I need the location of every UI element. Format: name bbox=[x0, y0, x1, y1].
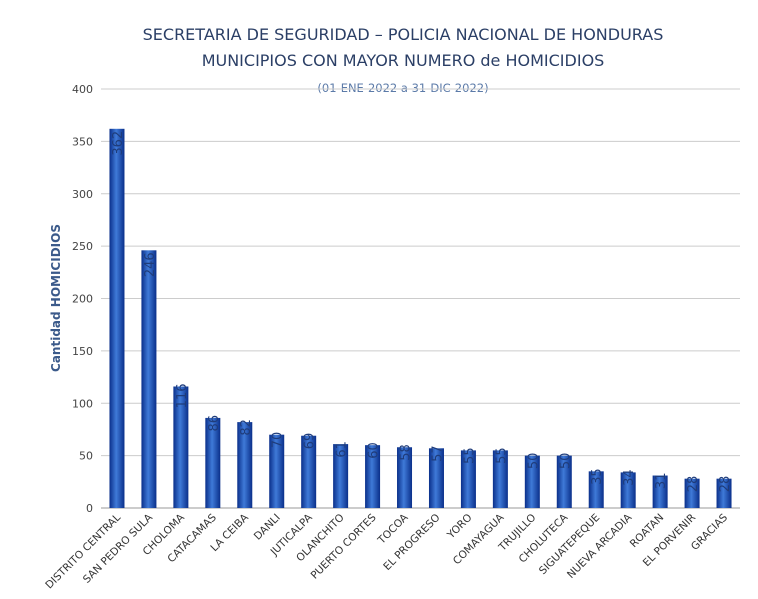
bar bbox=[556, 455, 572, 508]
data-label: 86 bbox=[207, 415, 222, 432]
y-tick-label: 350 bbox=[72, 135, 93, 148]
bar bbox=[237, 422, 253, 508]
y-tick-label: 200 bbox=[72, 293, 93, 306]
chart-title-line-2: MUNICIPIOS CON MAYOR NUMERO de HOMICIDIO… bbox=[202, 51, 605, 70]
data-label: 60 bbox=[367, 442, 382, 459]
y-axis-ticks: 0 50 100 150 200 250 300 350 400 bbox=[72, 83, 93, 515]
data-label: 116 bbox=[175, 383, 190, 408]
bar bbox=[141, 250, 157, 508]
bar bbox=[205, 417, 221, 508]
data-label: 55 bbox=[494, 447, 509, 464]
bar bbox=[652, 475, 668, 508]
chart-title-line-1: SECRETARIA DE SEGURIDAD – POLICIA NACION… bbox=[143, 25, 664, 44]
bar bbox=[524, 455, 540, 508]
y-tick-label: 400 bbox=[72, 83, 93, 96]
y-tick-label: 150 bbox=[72, 345, 93, 358]
bar bbox=[333, 444, 349, 508]
y-tick-label: 300 bbox=[72, 188, 93, 201]
data-label: 82 bbox=[239, 419, 254, 436]
data-label: 362 bbox=[111, 131, 126, 156]
bar bbox=[716, 478, 732, 508]
data-label: 50 bbox=[558, 453, 573, 470]
bar bbox=[269, 434, 285, 508]
bar bbox=[620, 472, 636, 508]
data-label: 50 bbox=[526, 453, 541, 470]
data-label: 31 bbox=[654, 473, 669, 490]
y-tick-label: 250 bbox=[72, 240, 93, 253]
bar bbox=[109, 128, 125, 508]
data-label: 57 bbox=[430, 445, 445, 462]
data-label: 58 bbox=[399, 444, 414, 461]
bar bbox=[588, 471, 604, 508]
data-label: 246 bbox=[143, 252, 158, 277]
y-tick-label: 100 bbox=[72, 397, 93, 410]
y-axis-label: Cantidad HOMICIDIOS bbox=[49, 224, 63, 372]
data-label: 35 bbox=[590, 468, 605, 485]
data-labels: 362 246 116 86 82 70 69 61 60 58 57 55 55 50 50 35 34 31 2… bbox=[111, 131, 733, 492]
bars bbox=[109, 128, 732, 508]
x-tick-label: DANLI bbox=[252, 512, 283, 543]
bar bbox=[492, 450, 508, 508]
data-label: 28 bbox=[718, 476, 733, 493]
x-tick-label: EL PROGRESO bbox=[381, 512, 442, 573]
data-label: 34 bbox=[622, 469, 637, 486]
y-tick-label: 50 bbox=[79, 450, 93, 463]
y-tick-label: 0 bbox=[86, 502, 93, 515]
bar bbox=[365, 445, 381, 508]
data-label: 69 bbox=[303, 433, 318, 450]
grid-lines bbox=[101, 88, 740, 509]
bar bbox=[684, 478, 700, 508]
bar bbox=[301, 435, 317, 508]
x-tick-label: YORO bbox=[444, 512, 474, 542]
data-label: 70 bbox=[271, 432, 286, 449]
data-label: 28 bbox=[686, 476, 701, 493]
bar bbox=[428, 448, 444, 508]
bar bbox=[460, 450, 476, 508]
bar bbox=[173, 386, 189, 508]
chart-subtitle: (01-ENE-2022 a 31-DIC-2022) bbox=[317, 81, 488, 95]
data-label: 61 bbox=[335, 441, 350, 458]
data-label: 55 bbox=[462, 447, 477, 464]
bar bbox=[397, 447, 413, 508]
